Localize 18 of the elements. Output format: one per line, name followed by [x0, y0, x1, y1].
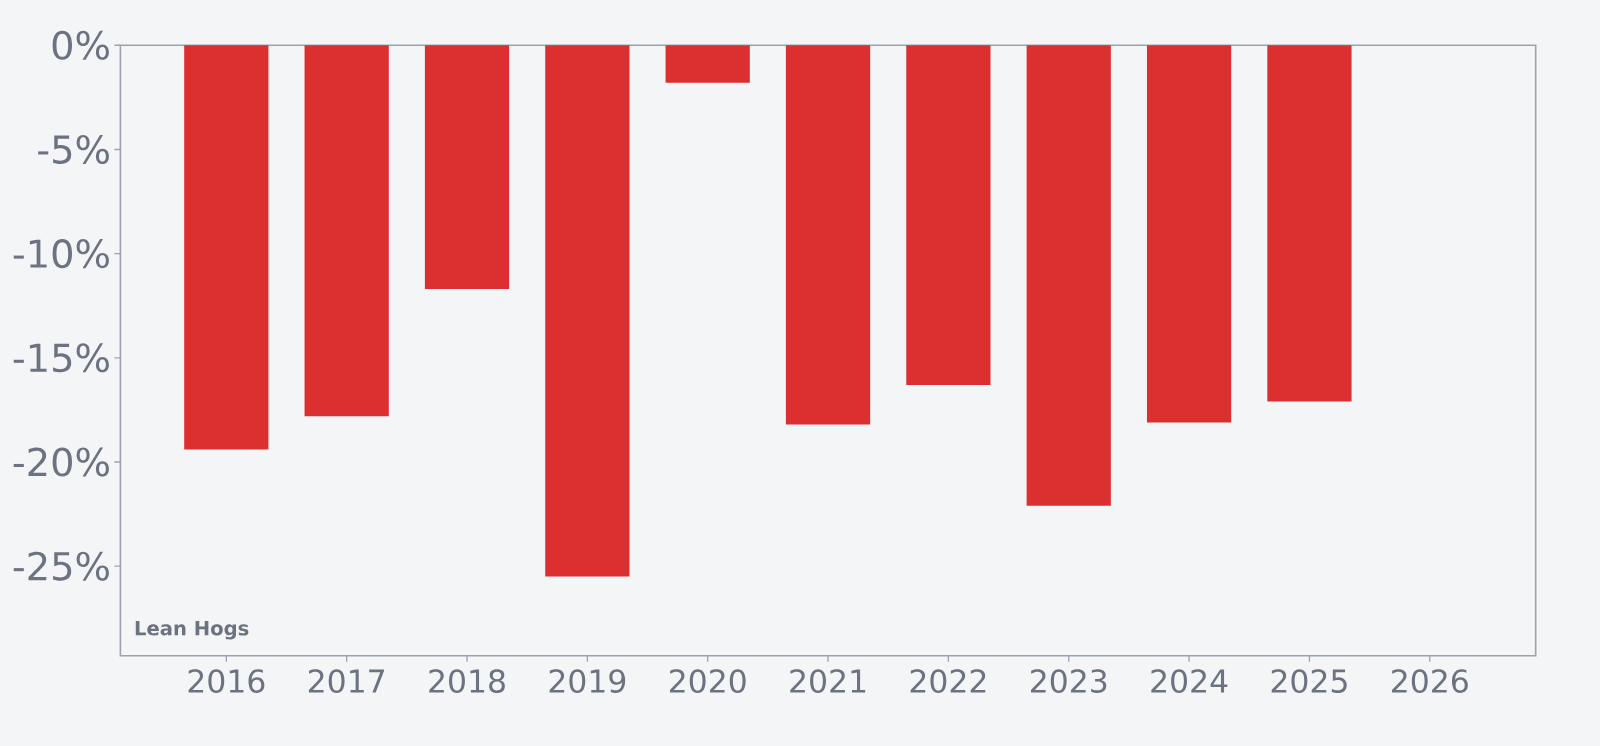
x-tick-label: 2018: [429, 669, 505, 693]
x-tick-label: 2026: [1392, 669, 1468, 693]
x-tick-label: 2021: [790, 669, 866, 693]
x-tick-label: 2023: [1031, 669, 1107, 693]
y-tick-label: -5%: [38, 134, 109, 164]
y-tick-label: -10%: [13, 239, 109, 269]
x-tick-label: 2024: [1151, 669, 1228, 693]
y-tick-label: 0%: [52, 30, 109, 60]
x-tick-label: 2025: [1271, 669, 1347, 693]
y-tick-label: -15%: [13, 343, 109, 373]
x-tick-label: 2019: [549, 669, 626, 693]
x-tick-label: 2022: [910, 669, 986, 693]
x-tick-label: 2017: [308, 669, 384, 693]
x-tick-label: 2020: [669, 669, 746, 693]
y-tick-label: -20%: [13, 447, 109, 477]
y-tick-label: -25%: [13, 551, 109, 581]
x-tick-label: 2016: [188, 669, 265, 693]
annotation: Lean Hogs: [135, 621, 249, 640]
